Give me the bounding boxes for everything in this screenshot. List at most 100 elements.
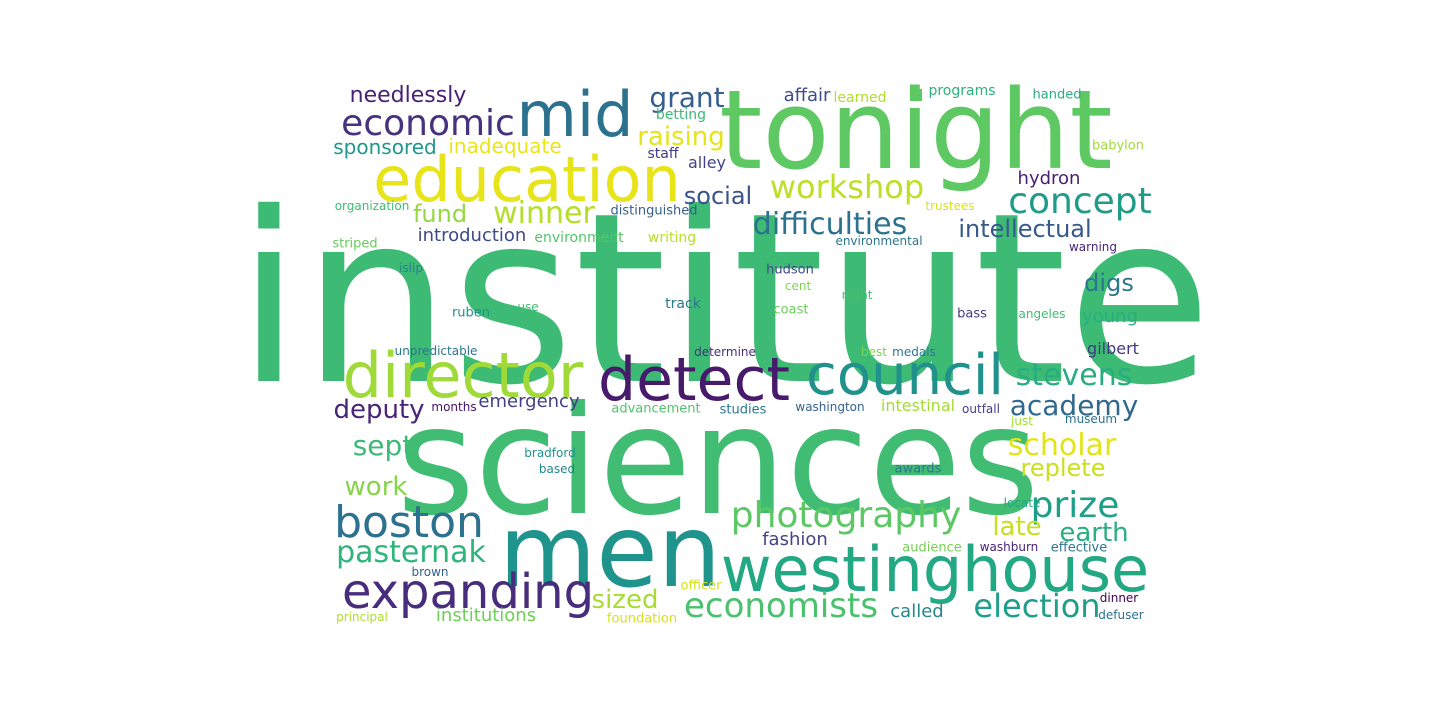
word-stevens: stevens [1015, 358, 1133, 393]
word-education: education [373, 143, 681, 216]
word-pasternak: pasternak [336, 535, 486, 570]
word-emergency: emergency [478, 391, 580, 412]
word-defuser: defuser [1098, 608, 1144, 622]
word-scholar: scholar [1007, 428, 1117, 463]
word-prize: prize [1030, 485, 1120, 526]
word-affair: affair [783, 85, 831, 106]
word-cent: cent [784, 279, 812, 293]
word-washington: washington [795, 400, 865, 414]
word-learned: learned [833, 90, 887, 106]
word-work: work [344, 472, 408, 502]
word-just: just [1011, 414, 1033, 428]
word-concept: concept [1008, 181, 1152, 222]
word-sciences: sciences [396, 375, 1040, 549]
word-economic: economic [341, 103, 515, 144]
word-intellectual: intellectual [958, 215, 1092, 243]
word-intestinal: intestinal [880, 396, 956, 415]
word-based: based [538, 462, 576, 476]
word-fashion: fashion [762, 529, 828, 550]
word-betting: betting [655, 107, 707, 123]
word-detect: detect [598, 345, 790, 415]
word-westinghouse: westinghouse [720, 533, 1150, 606]
word-sized: sized [591, 585, 659, 615]
word-young: young [1082, 306, 1138, 327]
word-advancement: advancement [611, 401, 701, 417]
word-use: use [517, 300, 539, 314]
word-organization: organization [334, 199, 410, 213]
word-grant: grant [649, 81, 725, 114]
word-director: director [342, 339, 584, 412]
word-institute: institute [235, 162, 1213, 437]
word-introduction: introduction [417, 225, 527, 246]
word-washburn: washburn [979, 540, 1039, 554]
word-raising: raising [637, 122, 725, 152]
word-brown: brown [411, 565, 449, 579]
decorative-square [910, 89, 922, 101]
word-track: track [665, 296, 701, 312]
word-medals: medals [892, 345, 936, 359]
word-needlessly: needlessly [349, 83, 467, 108]
word-foundation: foundation [606, 611, 678, 627]
word-election: election [973, 587, 1101, 625]
word-alley: alley [687, 153, 727, 172]
word-locate: locate [1003, 496, 1041, 510]
word-late: late [992, 512, 1042, 542]
word-writing: writing [647, 230, 697, 246]
word-workshop: workshop [769, 168, 925, 206]
word-striped: striped [332, 236, 378, 252]
word-warning: warning [1068, 240, 1118, 254]
word-distinguished: distinguished [610, 203, 698, 219]
word-months: months [431, 400, 477, 414]
word-museum: museum [1064, 412, 1118, 426]
word-studies: studies [719, 402, 767, 418]
word-expanding: expanding [341, 564, 595, 620]
word-environment: environment [534, 230, 624, 246]
word-social: social [683, 182, 753, 210]
word-hydron: hydron [1017, 168, 1081, 189]
word-trustees: trustees [925, 199, 975, 213]
word-environmental: environmental [835, 234, 923, 248]
word-audience: audience [902, 540, 962, 556]
word-staff: staff [647, 146, 679, 162]
word-academy: academy [1009, 389, 1139, 422]
word-replete: replete [1020, 454, 1106, 482]
word-inadequate: inadequate [448, 134, 562, 158]
word-programs: programs [928, 83, 996, 99]
word-bradford: bradford [524, 446, 576, 460]
word-men: men [498, 493, 722, 610]
word-dinner: dinner [1099, 591, 1139, 605]
word-winner: winner [493, 196, 595, 231]
word-hudson: hudson [766, 262, 814, 278]
word-ruben: ruben [451, 305, 491, 321]
word-sept: sept [352, 429, 414, 462]
word-officer: officer [680, 578, 722, 594]
word-bass: bass [957, 306, 987, 322]
word-called: called [890, 601, 944, 622]
word-council: council [806, 343, 1004, 408]
word-unpredictable: unpredictable [394, 344, 478, 358]
word-coast: coast [773, 302, 809, 318]
word-outfall: outfall [962, 402, 1000, 416]
word-earth: earth [1059, 518, 1129, 548]
word-night: night [841, 288, 873, 302]
word-best: best [861, 345, 887, 359]
word-institutions: institutions [435, 605, 537, 626]
word-babylon: babylon [1092, 138, 1144, 154]
word-principal: principal [336, 610, 388, 624]
word-deputy: deputy [333, 395, 425, 425]
word-determine: determine [694, 345, 756, 359]
word-economists: economists [683, 586, 879, 626]
word-awards: awards [894, 461, 942, 477]
word-fund: fund [412, 200, 468, 228]
word-islip: islip [399, 261, 423, 275]
word-difficulties: difficulties [752, 207, 908, 242]
word-handed: handed [1032, 87, 1082, 103]
word-effective: effective [1050, 540, 1108, 556]
word-gilbert: gilbert [1087, 339, 1139, 358]
word-photography: photography [730, 495, 962, 536]
word-angeles: angeles [1018, 307, 1066, 321]
word-sponsored: sponsored [333, 135, 437, 159]
word-digs: digs [1084, 269, 1134, 297]
word-boston: boston [334, 497, 484, 548]
